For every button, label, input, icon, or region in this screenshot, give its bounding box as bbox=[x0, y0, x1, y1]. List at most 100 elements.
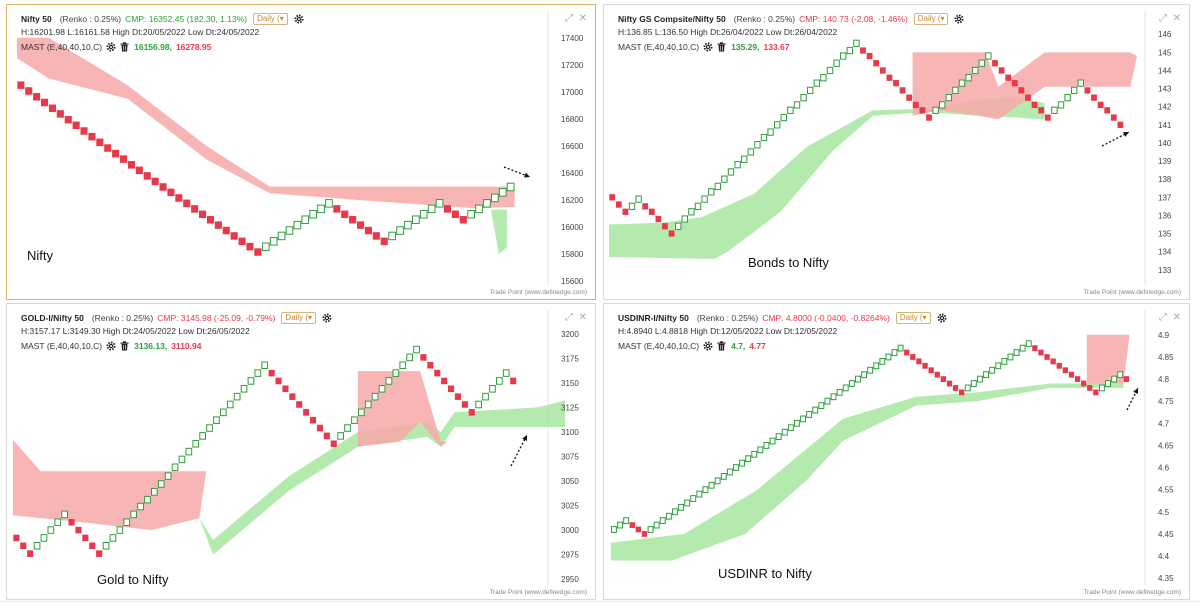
gear-icon-svg[interactable] bbox=[322, 313, 332, 323]
close-icon[interactable]: ✕ bbox=[1172, 13, 1181, 24]
renko-brick-up bbox=[502, 369, 510, 377]
chart-plot[interactable]: 4.9 4.85 4.8 4.75 4.7 4.65 4.6 4.55 4.5 4.45 4.4 4.… bbox=[604, 304, 1189, 599]
close-icon[interactable]: ✕ bbox=[578, 312, 587, 323]
renko-brick-down bbox=[72, 121, 80, 130]
renko-brick-down bbox=[303, 409, 310, 416]
y-tick-label: 139 bbox=[1158, 157, 1172, 166]
timeframe-select[interactable]: Daily (▾ bbox=[895, 312, 931, 324]
trash-icon[interactable] bbox=[120, 42, 130, 52]
chart-header: GOLD-I/Nifty 50 (Renko : 0.25%) CMP: 3145.… bbox=[7, 304, 595, 362]
expand-icon[interactable]: ⤢ bbox=[1159, 13, 1167, 24]
renko-brick-up bbox=[261, 361, 269, 370]
renko-brick-up bbox=[130, 510, 138, 519]
renko-brick-down bbox=[275, 377, 282, 385]
mast-value-1: 4.7, bbox=[731, 340, 746, 351]
trash-icon[interactable] bbox=[717, 42, 727, 52]
trash-icon[interactable] bbox=[717, 341, 727, 351]
gear-icon[interactable] bbox=[294, 14, 304, 24]
chart-plot[interactable]: 17400 17200 17000 16800 16600 16400 16200 16000… bbox=[7, 5, 595, 299]
renko-brick-up bbox=[647, 526, 654, 533]
timeframe-select[interactable]: Daily (▾ bbox=[281, 312, 317, 324]
indicator-settings-icon[interactable] bbox=[703, 42, 713, 52]
indicator-settings-icon[interactable] bbox=[106, 341, 116, 351]
gear-icon-svg[interactable] bbox=[954, 14, 964, 24]
expand-icon[interactable]: ⤢ bbox=[1159, 312, 1167, 323]
renko-brick-up bbox=[623, 517, 630, 525]
renko-brick-up bbox=[40, 534, 48, 542]
y-tick-label: 4.85 bbox=[1158, 353, 1174, 362]
timeframe-select[interactable]: Daily (▾ bbox=[913, 13, 949, 25]
expand-icon[interactable]: ⤢ bbox=[565, 13, 573, 24]
renko-brick-up bbox=[388, 231, 396, 241]
timeframe-select[interactable]: Daily (▾ bbox=[253, 13, 288, 25]
close-icon[interactable]: ✕ bbox=[578, 13, 587, 24]
renko-brick-down bbox=[952, 385, 959, 391]
renko-brick-down bbox=[364, 226, 372, 235]
renko-brick-up bbox=[714, 182, 721, 191]
indicator-settings-icon[interactable] bbox=[106, 42, 116, 52]
gear-icon-svg[interactable] bbox=[703, 42, 713, 52]
y-tick-label: 3175 bbox=[561, 354, 579, 363]
expand-icon[interactable]: ⤢ bbox=[565, 312, 573, 323]
gear-icon[interactable] bbox=[937, 313, 947, 323]
renko-brick-down bbox=[25, 87, 33, 95]
renko-brick-up bbox=[358, 408, 365, 417]
trash-icon-svg[interactable] bbox=[717, 341, 726, 351]
renko-brick-up bbox=[741, 155, 748, 163]
close-icon[interactable]: ✕ bbox=[1172, 312, 1181, 323]
renko-brick-up bbox=[696, 490, 703, 498]
gear-icon[interactable] bbox=[954, 14, 964, 24]
renko-brick-down bbox=[662, 223, 668, 230]
chart-header: Nifty 50 (Renko : 0.25%) CMP: 16352.45 (18… bbox=[7, 5, 595, 63]
renko-brick-up bbox=[891, 349, 898, 356]
renko-brick-up bbox=[830, 393, 837, 401]
chart-panel-nifty[interactable]: 17400 17200 17000 16800 16600 16400 16200 16000… bbox=[6, 4, 596, 300]
gear-icon-svg[interactable] bbox=[937, 313, 947, 323]
trash-icon-svg[interactable] bbox=[717, 42, 726, 52]
symbol-name[interactable]: USDINR-I/Nifty 50 bbox=[618, 312, 689, 323]
gear-icon-svg[interactable] bbox=[106, 42, 116, 52]
chart-panel-gold[interactable]: 3200 3175 3150 3125 3100 3075 3050 3025 3000 2975… bbox=[6, 303, 596, 600]
red-cloud-area bbox=[17, 37, 515, 209]
renko-brick-up bbox=[701, 195, 708, 203]
renko-brick-up bbox=[1064, 94, 1071, 102]
gear-icon-svg[interactable] bbox=[294, 14, 304, 24]
chart-panel-bonds[interactable]: 146 145 144 143 142 141 140 139 138 137 136 135 134 1… bbox=[603, 4, 1190, 300]
renko-brick-down bbox=[89, 542, 96, 550]
indicator-settings-icon[interactable] bbox=[703, 341, 713, 351]
chart-header: USDINR-I/Nifty 50 (Renko : 0.25%) CMP: 4.8… bbox=[604, 304, 1189, 362]
renko-brick-down bbox=[96, 550, 103, 557]
gear-icon-svg[interactable] bbox=[703, 341, 713, 351]
gear-icon[interactable] bbox=[322, 313, 332, 323]
y-tick-label: 2950 bbox=[561, 575, 579, 584]
renko-brick-up bbox=[1057, 101, 1065, 109]
trash-icon-svg[interactable] bbox=[120, 42, 129, 52]
trash-icon-svg[interactable] bbox=[120, 341, 129, 351]
timeframe-label: Daily ( bbox=[899, 313, 923, 322]
high-low-info: H:136.85 L:136.50 High Dt:26/04/2022 Low… bbox=[618, 27, 838, 37]
chart-plot[interactable]: 146 145 144 143 142 141 140 139 138 137 136 135 134 1… bbox=[604, 5, 1189, 299]
renko-brick-down bbox=[899, 87, 906, 94]
trash-icon[interactable] bbox=[120, 341, 130, 351]
chevron-down-icon: ▾ bbox=[279, 14, 284, 23]
renko-brick-up bbox=[399, 361, 407, 370]
renko-brick-up bbox=[977, 375, 983, 383]
renko-brick-down bbox=[906, 94, 913, 101]
renko-brick-up bbox=[745, 455, 752, 463]
renko-brick-down bbox=[912, 101, 919, 109]
renko-brick-down bbox=[316, 424, 323, 432]
renko-brick-down bbox=[468, 409, 475, 416]
y-tick-label: 136 bbox=[1158, 211, 1172, 220]
renko-brick-up bbox=[767, 128, 774, 136]
chart-plot[interactable]: 3200 3175 3150 3125 3100 3075 3050 3025 3000 2975… bbox=[7, 304, 595, 599]
renko-brick-up bbox=[192, 439, 200, 448]
gear-icon-svg[interactable] bbox=[106, 341, 116, 351]
renko-setting: (Renko : 0.25%) bbox=[733, 13, 796, 24]
symbol-name[interactable]: Nifty 50 bbox=[21, 13, 52, 24]
symbol-name[interactable]: GOLD-I/Nifty 50 bbox=[21, 312, 84, 323]
y-axis: 3200 3175 3150 3125 3100 3075 3050 3025 3000 2975… bbox=[561, 330, 579, 584]
renko-brick-down bbox=[919, 107, 926, 114]
renko-setting: (Renko : 0.25%) bbox=[59, 13, 122, 24]
chart-panel-usdinr[interactable]: 4.9 4.85 4.8 4.75 4.7 4.65 4.6 4.55 4.5 4.45 4.4 4.… bbox=[603, 303, 1190, 600]
symbol-name[interactable]: Nifty GS Compsite/Nifty 50 bbox=[618, 13, 726, 24]
